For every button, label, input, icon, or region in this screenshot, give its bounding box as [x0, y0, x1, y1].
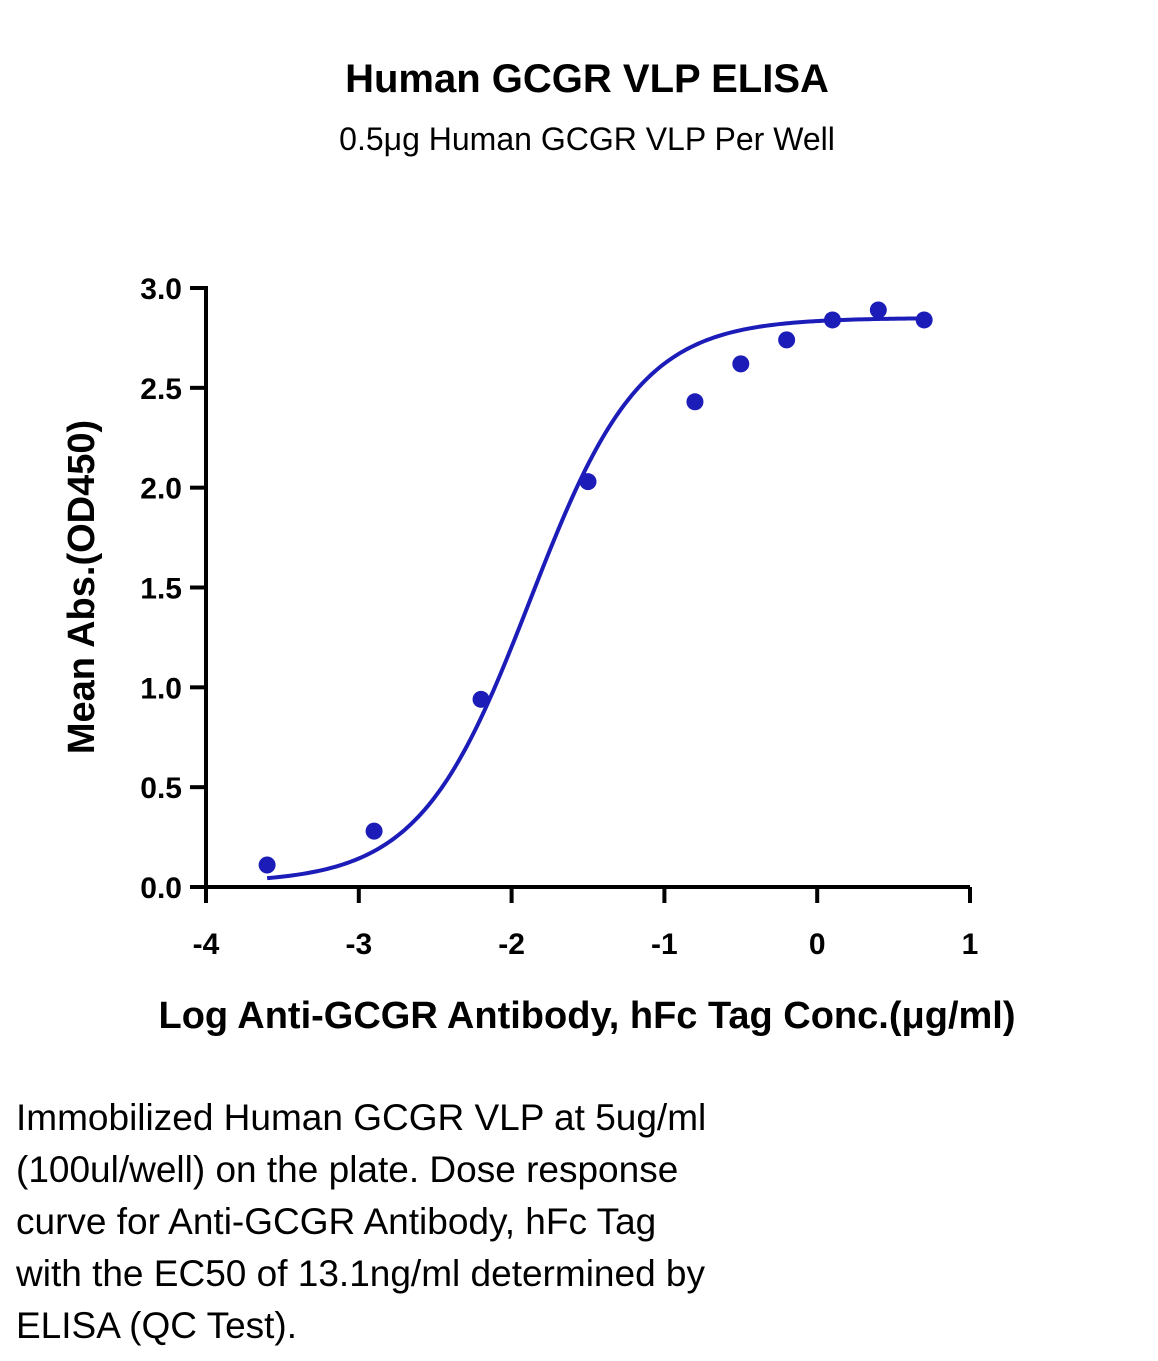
caption-line: curve for Anti-GCGR Antibody, hFc Tag — [16, 1201, 657, 1242]
chart-subtitle: 0.5μg Human GCGR VLP Per Well — [339, 121, 835, 157]
caption-line: Immobilized Human GCGR VLP at 5ug/ml — [16, 1097, 707, 1138]
data-point — [686, 393, 704, 411]
data-point — [915, 311, 933, 329]
data-point — [258, 856, 276, 874]
y-tick-label: 3.0 — [140, 273, 182, 306]
y-tick-label: 1.5 — [140, 573, 182, 606]
x-axis-label: Log Anti-GCGR Antibody, hFc Tag Conc.(μg… — [158, 995, 1015, 1037]
data-point — [579, 473, 597, 491]
x-tick-label: 0 — [809, 928, 826, 961]
y-tick-label: 0.0 — [140, 872, 182, 905]
y-tick-label: 0.5 — [140, 772, 182, 805]
x-tick-label: -2 — [498, 928, 525, 961]
data-point — [823, 311, 841, 329]
y-tick-label: 2.5 — [140, 373, 182, 406]
data-point — [365, 822, 383, 840]
caption-line: with the EC50 of 13.1ng/ml determined by — [16, 1253, 705, 1294]
y-tick-label: 1.0 — [140, 672, 182, 705]
y-axis-label: Mean Abs.(OD450) — [61, 420, 103, 754]
chart-title: Human GCGR VLP ELISA — [345, 57, 829, 101]
data-point — [472, 690, 490, 708]
data-point — [869, 301, 887, 319]
data-point — [732, 355, 750, 373]
axes — [204, 286, 970, 889]
chart: Human GCGR VLP ELISA 0.5μg Human GCGR VL… — [61, 57, 1016, 1037]
fit-curve — [266, 316, 925, 881]
y-tick-label: 2.0 — [140, 473, 182, 506]
x-tick-label: -4 — [193, 928, 220, 961]
x-tick-label: -3 — [345, 928, 372, 961]
y-axis-ticks: 0.0 0.5 1.0 1.5 2.0 2.5 3.0 — [140, 273, 206, 905]
caption: Immobilized Human GCGR VLP at 5ug/ml (10… — [16, 1092, 1136, 1352]
x-tick-label: 1 — [962, 928, 979, 961]
x-axis-ticks: -4 -3 -2 -1 0 1 — [193, 887, 979, 961]
x-tick-label: -1 — [651, 928, 678, 961]
data-point — [778, 331, 796, 349]
data-points — [258, 301, 933, 874]
caption-line: ELISA (QC Test). — [16, 1305, 298, 1346]
caption-line: (100ul/well) on the plate. Dose response — [16, 1149, 679, 1190]
